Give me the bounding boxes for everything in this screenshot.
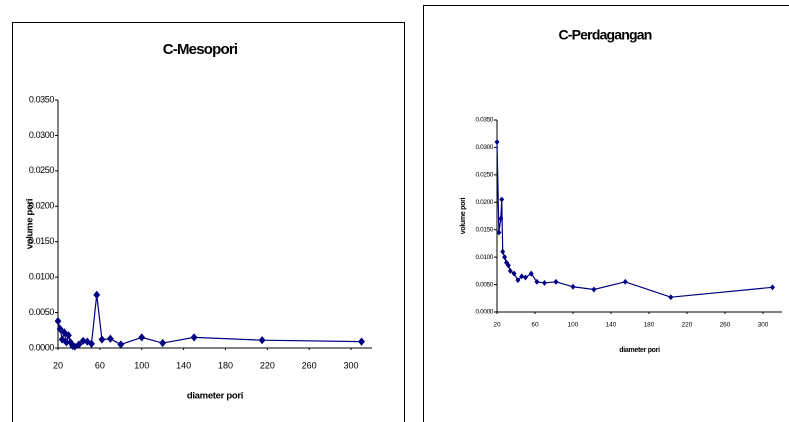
- y-tick-label: 0.0350: [476, 117, 494, 124]
- page: C-Mesopori 0.0000 0.0050 0.0100 0.0150 0.0200…: [0, 0, 789, 422]
- y-tick-label: 0.0050: [29, 307, 55, 317]
- x-tick-label: 20: [53, 360, 63, 370]
- x-tick-label: 140: [606, 322, 617, 329]
- x-tick-label: 20: [493, 322, 501, 329]
- x-tick-label: 140: [176, 360, 191, 370]
- y-tick-label: 0.0300: [29, 130, 55, 140]
- x-tick-label: 260: [720, 322, 731, 329]
- y-axis-label: volume pori: [25, 199, 36, 250]
- y-tick-label: 0.0200: [476, 199, 494, 206]
- y-tick-label: 0.0350: [29, 94, 55, 104]
- y-tick-label: 0.0050: [476, 281, 494, 288]
- background: [0, 0, 789, 422]
- x-tick-label: 100: [134, 360, 149, 370]
- x-tick-label: 300: [758, 322, 769, 329]
- x-tick-label: 100: [568, 322, 579, 329]
- x-tick-label: 300: [344, 360, 359, 370]
- chart-title: C-Mesopori: [163, 41, 238, 58]
- x-tick-label: 220: [682, 322, 693, 329]
- chart-title: C-Perdagangan: [558, 27, 651, 43]
- x-tick-label: 60: [531, 322, 539, 329]
- y-tick-label: 0.0000: [29, 342, 55, 352]
- y-tick-label: 0.0100: [29, 272, 55, 282]
- y-tick-label: 0.0100: [476, 254, 494, 261]
- y-axis-label: volume pori: [460, 197, 467, 234]
- x-tick-label: 180: [644, 322, 655, 329]
- y-tick-label: 0.0150: [476, 226, 494, 233]
- x-axis-label: diameter pori: [187, 391, 243, 402]
- x-axis-label: diameter pori: [619, 347, 660, 354]
- x-tick-label: 220: [260, 360, 275, 370]
- x-tick-label: 60: [95, 360, 105, 370]
- x-tick-label: 180: [218, 360, 233, 370]
- y-tick-label: 0.0250: [29, 165, 55, 175]
- x-tick-label: 260: [302, 360, 317, 370]
- y-tick-label: 0.0250: [476, 172, 494, 179]
- y-tick-label: 0.0000: [476, 309, 494, 316]
- y-tick-label: 0.0300: [476, 144, 494, 151]
